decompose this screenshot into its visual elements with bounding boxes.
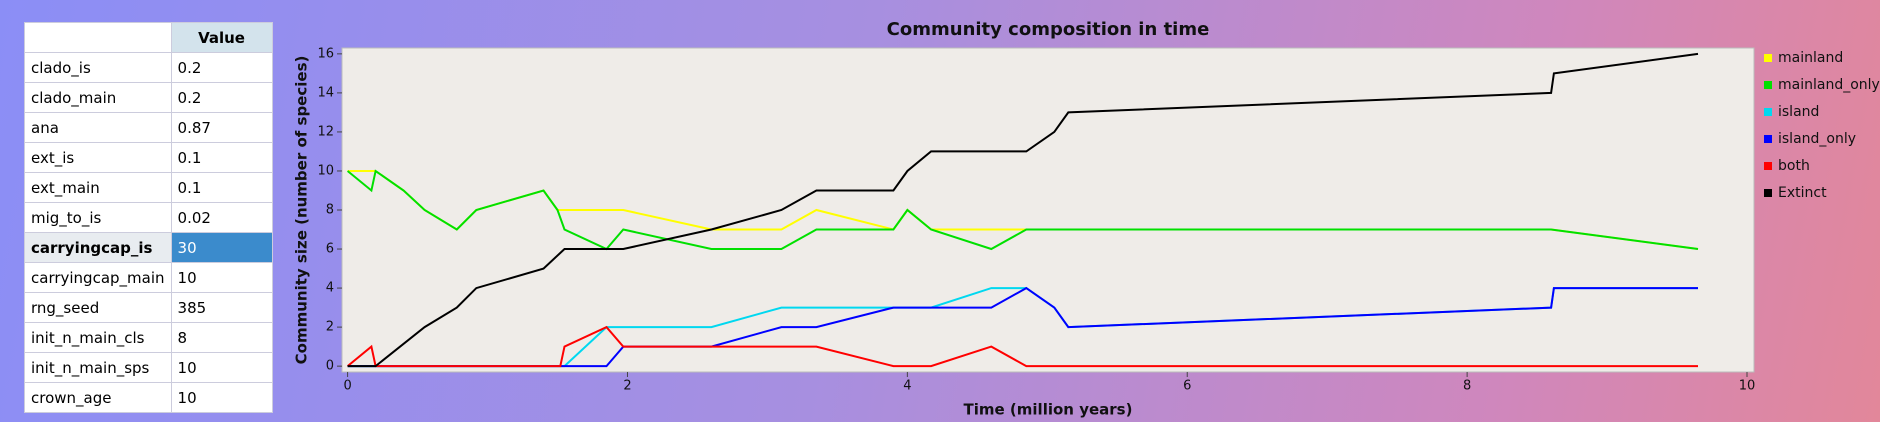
param-name: ext_is bbox=[24, 142, 172, 173]
x-tick-label: 0 bbox=[343, 379, 351, 394]
x-axis-label: Time (million years) bbox=[964, 401, 1133, 419]
header-cell: Value bbox=[170, 22, 273, 53]
param-name: ana bbox=[24, 112, 172, 143]
param-value[interactable]: 0.1 bbox=[170, 172, 273, 203]
x-tick-label: 2 bbox=[623, 379, 631, 394]
legend-label: Extinct bbox=[1778, 185, 1827, 201]
param-value[interactable]: 385 bbox=[170, 292, 273, 323]
legend-swatch bbox=[1764, 135, 1772, 143]
param-name: mig_to_is bbox=[24, 202, 172, 233]
legend-label: both bbox=[1778, 158, 1810, 174]
table-row[interactable]: crown_age 10 bbox=[24, 382, 273, 413]
param-name: init_n_main_cls bbox=[24, 322, 172, 353]
x-tick-label: 4 bbox=[903, 379, 911, 394]
param-value[interactable]: 10 bbox=[170, 382, 273, 413]
table-row[interactable]: ana 0.87 bbox=[24, 112, 273, 143]
y-tick-label: 6 bbox=[326, 242, 334, 257]
param-value[interactable]: 0.1 bbox=[170, 142, 273, 173]
y-tick-label: 10 bbox=[317, 163, 334, 178]
x-tick-label: 8 bbox=[1463, 379, 1471, 394]
param-value[interactable]: 8 bbox=[170, 322, 273, 353]
param-value[interactable]: 0.2 bbox=[170, 52, 273, 83]
table-row[interactable]: carryingcap_is 30 bbox=[24, 232, 273, 263]
param-value[interactable]: 30 bbox=[170, 232, 273, 263]
parameter-table: Value clado_is 0.2 clado_main 0.2 ana 0.87 ext_… bbox=[24, 22, 273, 413]
y-tick-label: 14 bbox=[317, 85, 334, 100]
y-axis-label: Community size (number of species) bbox=[293, 56, 311, 365]
plot-area bbox=[341, 47, 1755, 373]
series-line bbox=[346, 169, 1699, 251]
table-row[interactable]: ext_main 0.1 bbox=[24, 172, 273, 203]
table-row[interactable]: carryingcap_main 10 bbox=[24, 262, 273, 293]
y-tick-label: 2 bbox=[326, 320, 334, 335]
y-tick-label: 4 bbox=[326, 281, 334, 296]
x-tick-label: 6 bbox=[1183, 379, 1191, 394]
param-name: init_n_main_sps bbox=[24, 352, 172, 383]
param-value[interactable]: 10 bbox=[170, 262, 273, 293]
chart-title: Community composition in time bbox=[887, 19, 1210, 40]
param-name: carryingcap_main bbox=[24, 262, 172, 293]
param-name: ext_main bbox=[24, 172, 172, 203]
param-value[interactable]: 10 bbox=[170, 352, 273, 383]
legend-swatch bbox=[1764, 108, 1772, 116]
legend-label: island bbox=[1778, 104, 1819, 120]
series-line bbox=[347, 52, 1699, 368]
y-tick-label: 12 bbox=[317, 124, 334, 139]
legend-swatch bbox=[1764, 81, 1772, 89]
legend-swatch bbox=[1764, 189, 1772, 197]
table-row[interactable]: clado_is 0.2 bbox=[24, 52, 273, 83]
param-value[interactable]: 0.87 bbox=[170, 112, 273, 143]
legend-swatch bbox=[1764, 162, 1772, 170]
y-tick-label: 16 bbox=[317, 46, 334, 61]
table-row[interactable]: init_n_main_sps 10 bbox=[24, 352, 273, 383]
param-name: carryingcap_is bbox=[24, 232, 172, 263]
x-tick-label: 10 bbox=[1739, 379, 1756, 394]
legend-swatch bbox=[1764, 54, 1772, 62]
header-blank bbox=[24, 22, 172, 53]
param-name: crown_age bbox=[24, 382, 172, 413]
legend-label: mainland bbox=[1778, 50, 1843, 66]
table-header-row: Value bbox=[24, 22, 273, 53]
table-row[interactable]: init_n_main_cls 8 bbox=[24, 322, 273, 353]
y-tick-label: 0 bbox=[326, 359, 334, 374]
legend-label: island_only bbox=[1778, 131, 1856, 147]
legend-label: mainland_only bbox=[1778, 77, 1880, 93]
table-row[interactable]: ext_is 0.1 bbox=[24, 142, 273, 173]
y-tick-label: 8 bbox=[326, 203, 334, 218]
